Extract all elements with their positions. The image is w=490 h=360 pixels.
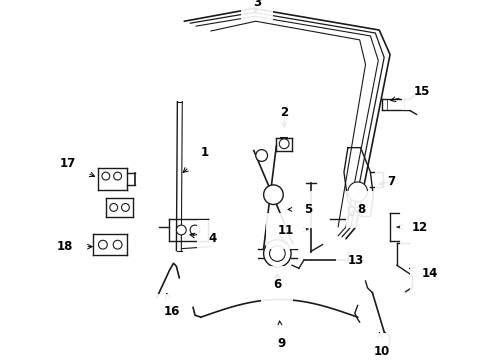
Text: 10: 10 (374, 333, 391, 357)
Circle shape (279, 139, 289, 149)
Text: 9: 9 (277, 321, 285, 350)
Circle shape (110, 203, 118, 211)
Text: 7: 7 (379, 175, 395, 189)
Circle shape (176, 225, 186, 235)
Text: 16: 16 (163, 293, 180, 319)
Circle shape (114, 172, 122, 180)
Text: 3: 3 (253, 0, 261, 13)
Text: 4: 4 (190, 232, 217, 245)
Text: 18: 18 (57, 240, 92, 253)
Text: 6: 6 (273, 274, 281, 291)
Circle shape (190, 225, 200, 235)
Circle shape (264, 240, 291, 267)
Text: 1: 1 (183, 146, 209, 172)
Circle shape (270, 246, 285, 261)
Text: 17: 17 (59, 157, 95, 176)
Text: 8: 8 (349, 203, 366, 216)
Circle shape (122, 203, 129, 211)
Circle shape (98, 240, 107, 249)
Text: 11: 11 (278, 225, 309, 238)
Text: 2: 2 (280, 106, 288, 127)
Circle shape (113, 240, 122, 249)
Text: 5: 5 (288, 203, 312, 216)
Circle shape (348, 182, 368, 202)
Text: 13: 13 (348, 254, 364, 267)
Text: 14: 14 (409, 267, 438, 280)
Circle shape (256, 150, 268, 161)
Circle shape (264, 185, 283, 204)
Text: 15: 15 (391, 85, 430, 102)
Text: 12: 12 (397, 221, 428, 234)
Circle shape (102, 172, 110, 180)
